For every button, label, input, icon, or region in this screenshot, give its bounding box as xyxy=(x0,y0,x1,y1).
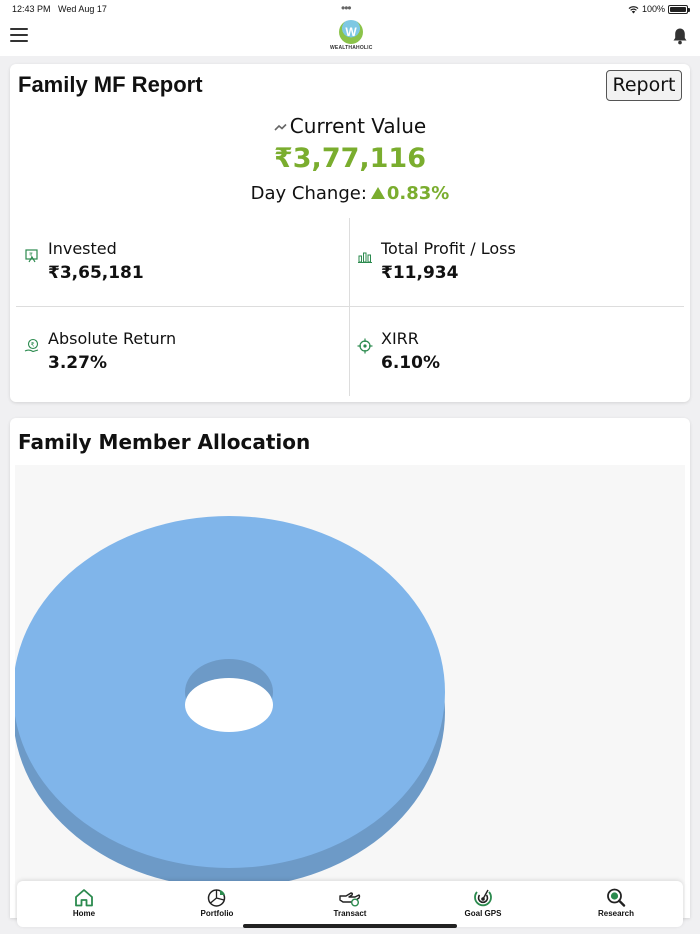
hamburger-menu-icon[interactable] xyxy=(10,28,28,42)
family-mf-report-card: Family MF Report Report Current Value ₹3… xyxy=(10,64,690,402)
wifi-icon xyxy=(628,5,639,13)
tab-transact[interactable]: Transact xyxy=(305,881,395,927)
app-logo: WEALTHAHOLIC xyxy=(330,20,372,54)
target-icon xyxy=(357,338,373,354)
report-title: Family MF Report xyxy=(18,72,203,97)
bar-chart-icon xyxy=(358,252,372,263)
svg-text:₹: ₹ xyxy=(31,341,35,348)
multitask-dots-icon[interactable]: ••• xyxy=(341,1,352,15)
invested-value: ₹3,65,181 xyxy=(48,263,144,283)
status-time: 12:43 PM Wed Aug 17 xyxy=(12,4,107,14)
allocation-donut-chart[interactable] xyxy=(13,465,685,918)
current-value-label: Current Value xyxy=(10,114,690,138)
wealthaholic-logo-icon xyxy=(339,20,363,44)
family-member-allocation-card: Family Member Allocation xyxy=(10,418,690,918)
tab-goal-gps[interactable]: Goal GPS xyxy=(438,881,528,927)
metrics-divider-horizontal xyxy=(16,306,684,307)
status-right: 100% xyxy=(628,4,690,14)
tab-portfolio[interactable]: Portfolio xyxy=(172,881,262,927)
bell-icon[interactable] xyxy=(672,27,688,45)
report-button[interactable]: Report xyxy=(606,70,682,101)
status-date: Wed Aug 17 xyxy=(58,4,107,14)
battery-icon xyxy=(668,4,690,14)
research-search-icon xyxy=(607,888,626,907)
metrics-divider-vertical xyxy=(349,218,350,396)
rupee-hand-icon: ₹ xyxy=(24,338,39,353)
current-value: ₹3,77,116 xyxy=(273,143,427,174)
tab-research[interactable]: Research xyxy=(571,881,661,927)
xirr-value: 6.10% xyxy=(381,353,440,373)
bottom-tab-bar: Home Portfolio Transact Goal GPS Researc… xyxy=(17,881,683,927)
portfolio-pie-icon xyxy=(207,889,226,907)
logo-text: WEALTHAHOLIC xyxy=(330,45,373,51)
home-icon xyxy=(75,889,93,907)
trend-icon xyxy=(274,123,287,131)
day-change-label: Day Change: xyxy=(250,183,367,204)
allocation-chart-area xyxy=(13,465,685,918)
home-indicator xyxy=(243,924,457,928)
allocation-title: Family Member Allocation xyxy=(18,430,311,454)
transact-hand-icon xyxy=(339,892,361,907)
total-profit-loss-value: ₹11,934 xyxy=(381,263,459,283)
invested-icon: ₹ xyxy=(25,249,38,263)
svg-text:₹: ₹ xyxy=(29,252,33,259)
absolute-return-value: 3.27% xyxy=(48,353,107,373)
tab-home[interactable]: Home xyxy=(39,881,129,927)
app-header: WEALTHAHOLIC xyxy=(0,18,700,56)
up-arrow-icon xyxy=(370,187,385,199)
goal-gps-icon xyxy=(474,889,492,907)
battery-percent: 100% xyxy=(641,4,665,14)
status-bar: 12:43 PM Wed Aug 17 ••• 100% xyxy=(0,0,700,18)
day-change-value: 0.83% xyxy=(386,183,450,204)
donut-hole xyxy=(185,678,273,732)
day-change: Day Change: 0.83% xyxy=(10,183,690,204)
